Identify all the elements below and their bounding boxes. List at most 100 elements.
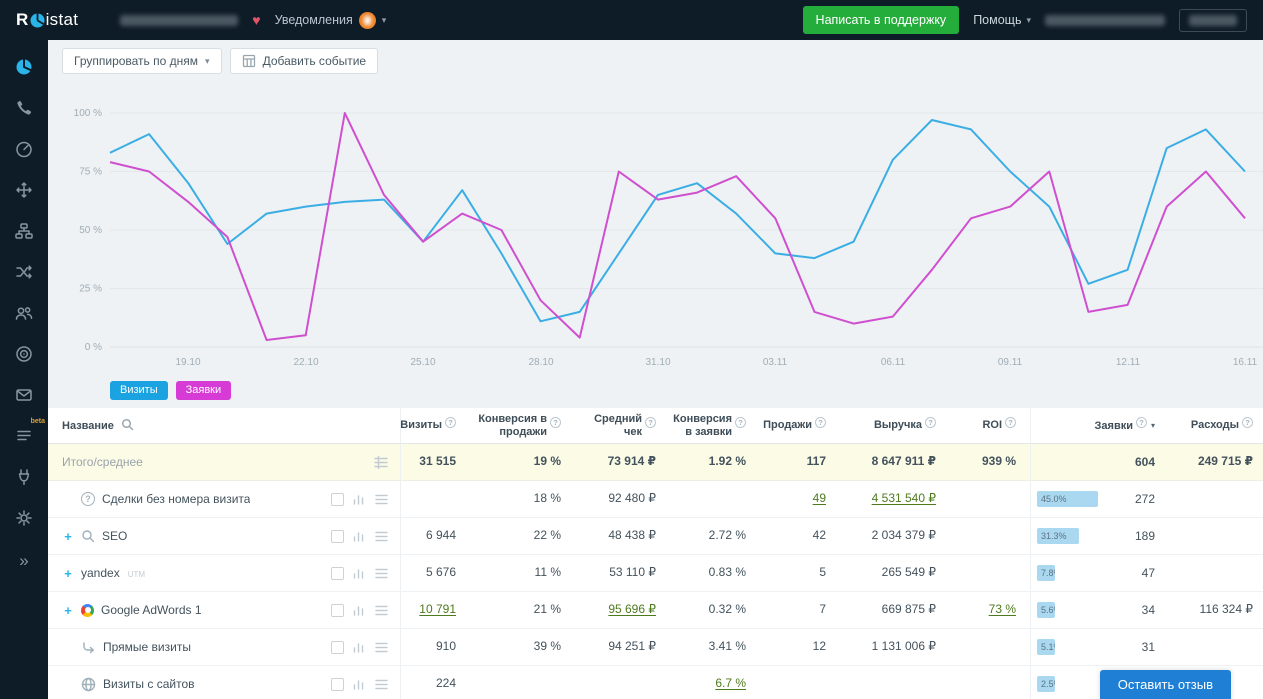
support-button[interactable]: Написать в поддержку bbox=[802, 6, 960, 34]
redacted-badge-count bbox=[363, 15, 371, 25]
sidebar-item-analytics[interactable] bbox=[0, 46, 48, 87]
sidebar-collapse-button[interactable]: » bbox=[0, 540, 48, 581]
info-icon[interactable]: ? bbox=[445, 417, 456, 428]
info-icon[interactable]: ? bbox=[815, 417, 826, 428]
chart-mini-icon[interactable] bbox=[353, 530, 366, 542]
header-conv-sales[interactable]: Конверсия в продажи? bbox=[470, 408, 575, 443]
add-event-button[interactable]: Добавить событие bbox=[229, 48, 379, 74]
sort-desc-icon: ▾ bbox=[1150, 421, 1155, 430]
row-checkbox[interactable] bbox=[331, 529, 344, 543]
row-checkbox[interactable] bbox=[331, 566, 344, 580]
table-row[interactable]: ? Сделки без номера визита 18 % 92 480 ₽… bbox=[48, 481, 1263, 518]
table-row[interactable]: + Google AdWords 1 10 791 21 % 95 696 ₽ … bbox=[48, 592, 1263, 629]
menu-mini-icon[interactable] bbox=[375, 642, 388, 653]
redacted-account-name[interactable] bbox=[1045, 14, 1165, 26]
sidebar-item-goals[interactable] bbox=[0, 333, 48, 374]
sidebar-item-calls[interactable] bbox=[0, 87, 48, 128]
traffic-chart[interactable]: 100 % 75 % 50 % 25 % 0 % 19.10 22.10 25.… bbox=[48, 76, 1263, 372]
table-row[interactable]: Прямые визиты 910 39 % 94 251 ₽ 3.41 % 1… bbox=[48, 629, 1263, 666]
total-row-label: Итого/среднее bbox=[62, 455, 143, 469]
header-name-label: Название bbox=[62, 419, 114, 432]
header-visits[interactable]: Визиты? bbox=[400, 408, 470, 443]
notifications-menu[interactable]: Уведомления ▾ bbox=[275, 11, 386, 29]
row-name[interactable]: Визиты с сайтов bbox=[103, 677, 195, 691]
chart-mini-icon[interactable] bbox=[353, 678, 366, 690]
menu-mini-icon[interactable] bbox=[375, 679, 388, 690]
sidebar-item-dashboard[interactable] bbox=[0, 128, 48, 169]
total-sales: 117 bbox=[806, 454, 826, 469]
header-roi[interactable]: ROI? bbox=[950, 408, 1030, 443]
sidebar-item-audience[interactable] bbox=[0, 292, 48, 333]
svg-text:25 %: 25 % bbox=[79, 284, 102, 295]
visits-link[interactable]: 10 791 bbox=[419, 602, 456, 617]
revenue-link[interactable]: 4 531 540 ₽ bbox=[871, 491, 936, 506]
menu-mini-icon[interactable] bbox=[375, 605, 388, 616]
redacted-topbar-button[interactable] bbox=[1179, 8, 1247, 32]
info-icon[interactable]: ? bbox=[735, 417, 746, 428]
chart-mini-icon[interactable] bbox=[353, 641, 366, 653]
expand-button[interactable]: + bbox=[64, 602, 72, 618]
info-icon[interactable]: ? bbox=[925, 417, 936, 428]
header-name[interactable]: Название bbox=[48, 408, 400, 443]
row-name[interactable]: SEO bbox=[102, 529, 128, 543]
header-costs[interactable]: Расходы? bbox=[1175, 408, 1263, 443]
sidebar-item-reports-beta[interactable]: beta bbox=[0, 415, 48, 456]
row-name[interactable]: yandex bbox=[81, 566, 120, 580]
header-sales[interactable]: Продажи? bbox=[760, 408, 840, 443]
help-menu[interactable]: Помощь ▾ bbox=[973, 13, 1031, 27]
menu-mini-icon[interactable] bbox=[375, 568, 388, 579]
info-icon[interactable]: ? bbox=[550, 417, 561, 428]
row-checkbox[interactable] bbox=[331, 603, 344, 617]
info-icon[interactable]: ? bbox=[1005, 417, 1016, 428]
sales-link[interactable]: 49 bbox=[812, 491, 826, 506]
expand-button[interactable]: + bbox=[64, 565, 72, 581]
table-row[interactable]: + yandex UTM 5 676 11 % 53 110 ₽ 0.83 % … bbox=[48, 555, 1263, 592]
header-revenue[interactable]: Выручка? bbox=[840, 408, 950, 443]
sidebar-item-email[interactable] bbox=[0, 374, 48, 415]
redacted-project-name[interactable] bbox=[120, 14, 239, 26]
row-checkbox[interactable] bbox=[331, 640, 344, 654]
menu-mini-icon[interactable] bbox=[375, 494, 388, 505]
header-avg-check[interactable]: Средний чек? bbox=[575, 408, 670, 443]
avg-check-link[interactable]: 95 696 ₽ bbox=[608, 602, 656, 617]
chevron-down-icon: ▾ bbox=[205, 55, 210, 66]
heart-icon[interactable]: ♥ bbox=[252, 12, 261, 28]
grid-menu-icon[interactable] bbox=[374, 455, 388, 469]
conv-leads-link[interactable]: 6.7 % bbox=[715, 676, 746, 691]
table-row[interactable]: Визиты с сайтов 224 6.7 % 2.5% bbox=[48, 666, 1263, 699]
legend-visits-button[interactable]: Визиты bbox=[110, 381, 168, 400]
chart-mini-icon[interactable] bbox=[353, 493, 366, 505]
plug-icon bbox=[18, 468, 30, 485]
leads-bar: 2.5% bbox=[1037, 676, 1055, 692]
row-checkbox[interactable] bbox=[331, 677, 344, 691]
roistat-logo[interactable]: R istat bbox=[16, 10, 78, 30]
feedback-button[interactable]: Оставить отзыв bbox=[1099, 670, 1231, 699]
header-conv-leads[interactable]: Конверсия в заявки? bbox=[670, 408, 760, 443]
header-leads[interactable]: Заявки? ▾ bbox=[1030, 408, 1175, 443]
sidebar-item-structure[interactable] bbox=[0, 210, 48, 251]
table-row[interactable]: + SEO 6 944 22 % 48 438 ₽ 2.72 % 42 2 03… bbox=[48, 518, 1263, 555]
search-icon[interactable] bbox=[121, 418, 134, 434]
legend-leads-button[interactable]: Заявки bbox=[175, 381, 232, 400]
leads-bar: 7.8% bbox=[1037, 565, 1055, 581]
row-name[interactable]: Прямые визиты bbox=[103, 640, 191, 654]
series-line-Визиты bbox=[109, 119, 1246, 323]
svg-text:0 %: 0 % bbox=[85, 342, 102, 353]
chart-mini-icon[interactable] bbox=[353, 604, 366, 616]
sidebar-item-settings[interactable] bbox=[0, 497, 48, 538]
row-name[interactable]: Google AdWords 1 bbox=[101, 603, 202, 617]
menu-mini-icon[interactable] bbox=[375, 531, 388, 542]
roi-link[interactable]: 73 % bbox=[988, 602, 1016, 617]
sidebar-item-integrations[interactable] bbox=[0, 456, 48, 497]
chart-mini-icon[interactable] bbox=[353, 567, 366, 579]
sidebar-item-tracking[interactable] bbox=[0, 169, 48, 210]
expand-button[interactable]: + bbox=[64, 528, 72, 544]
row-name[interactable]: Сделки без номера визита bbox=[102, 492, 251, 506]
total-conv-leads: 1.92 % bbox=[708, 454, 746, 469]
info-icon[interactable]: ? bbox=[1135, 417, 1147, 428]
info-icon[interactable]: ? bbox=[1242, 417, 1253, 428]
row-checkbox[interactable] bbox=[331, 492, 344, 506]
group-by-dropdown[interactable]: Группировать по дням ▾ bbox=[62, 48, 222, 74]
info-icon[interactable]: ? bbox=[645, 417, 656, 428]
sidebar-item-scenarios[interactable] bbox=[0, 251, 48, 292]
